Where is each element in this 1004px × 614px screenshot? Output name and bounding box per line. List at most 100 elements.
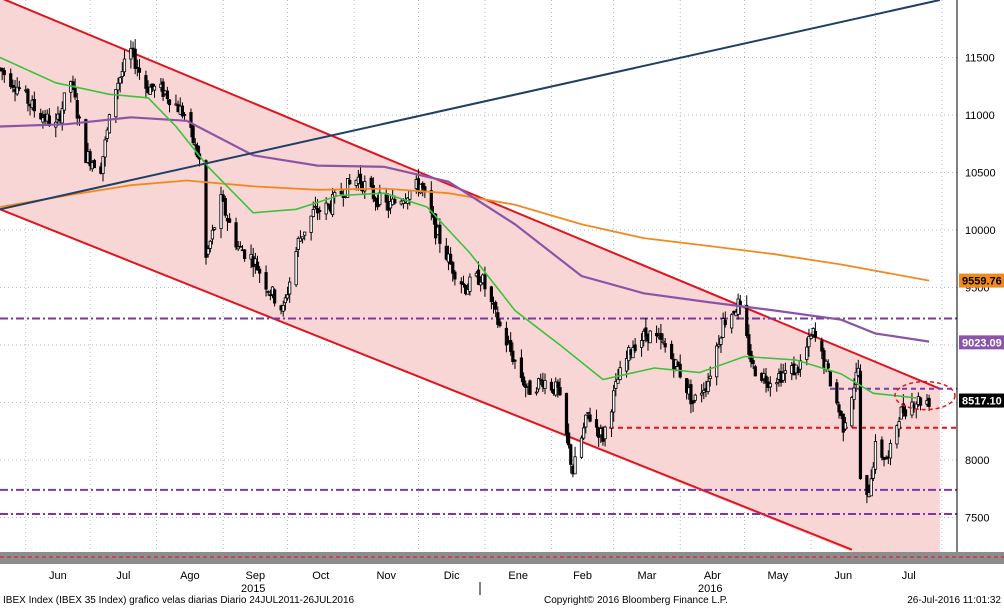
candle-232 bbox=[693, 393, 697, 403]
candle-147 bbox=[438, 218, 442, 253]
candle-body-290 bbox=[869, 478, 873, 497]
candle-body-272 bbox=[813, 330, 817, 338]
candle-body-92 bbox=[273, 289, 277, 304]
candle-120 bbox=[358, 164, 363, 191]
candle-body-230 bbox=[689, 384, 693, 405]
candle-body-189 bbox=[567, 432, 571, 446]
candle-body-94 bbox=[281, 304, 285, 312]
candle-body-278 bbox=[835, 382, 839, 404]
candle-9 bbox=[26, 88, 30, 112]
candle-body-257 bbox=[768, 383, 772, 388]
candle-body-25 bbox=[73, 87, 77, 98]
candle-182 bbox=[543, 373, 547, 395]
candle-body-127 bbox=[378, 192, 382, 205]
candle-22 bbox=[62, 92, 66, 114]
candle-98 bbox=[294, 247, 298, 288]
candle-body-148 bbox=[444, 245, 448, 260]
candle-37 bbox=[107, 113, 112, 134]
candle-body-109 bbox=[326, 203, 330, 206]
candle-body-186 bbox=[556, 381, 560, 388]
candle-body-251 bbox=[751, 359, 755, 365]
candle-body-221 bbox=[661, 340, 665, 343]
candle-body-291 bbox=[871, 466, 875, 479]
candle-255 bbox=[764, 367, 768, 393]
candle-body-50 bbox=[148, 86, 152, 95]
candle-body-63 bbox=[189, 112, 193, 128]
candle-27 bbox=[77, 114, 81, 126]
candle-body-220 bbox=[659, 333, 663, 340]
candle-299 bbox=[897, 417, 901, 438]
x-tick-label-7: Ene bbox=[508, 570, 528, 582]
candle-99 bbox=[296, 236, 300, 258]
candle-body-238 bbox=[715, 345, 719, 378]
candle-body-3 bbox=[9, 73, 13, 87]
candle-body-74 bbox=[221, 194, 225, 202]
candle-body-56 bbox=[165, 90, 169, 99]
candle-64 bbox=[191, 124, 195, 145]
candle-165 bbox=[494, 300, 498, 318]
candle-body-101 bbox=[300, 236, 305, 240]
candle-body-268 bbox=[805, 346, 809, 360]
x-year-label-1: 2016 bbox=[698, 583, 722, 595]
candle-79 bbox=[236, 241, 240, 252]
candle-body-287 bbox=[858, 370, 863, 480]
candle-body-192 bbox=[573, 456, 577, 475]
candle-body-207 bbox=[618, 367, 622, 381]
candle-41 bbox=[120, 62, 124, 84]
candle-body-171 bbox=[511, 350, 515, 363]
price-tag-0 bbox=[959, 273, 1004, 288]
candle-230 bbox=[689, 379, 693, 414]
candle-44 bbox=[131, 41, 135, 58]
candle-body-71 bbox=[210, 229, 215, 240]
candle-28 bbox=[84, 118, 88, 164]
candle-body-45 bbox=[133, 48, 137, 69]
candle-258 bbox=[775, 377, 779, 392]
candle-body-28 bbox=[84, 119, 88, 164]
x-axis-area bbox=[0, 564, 1004, 595]
candle-95 bbox=[283, 294, 287, 311]
y-tick-label-8: 7500 bbox=[965, 513, 989, 525]
candle-73 bbox=[219, 186, 223, 239]
candle-220 bbox=[659, 323, 663, 350]
candle-140 bbox=[418, 183, 423, 195]
candle-body-44 bbox=[131, 47, 135, 50]
candle-150 bbox=[449, 247, 453, 265]
candle-203 bbox=[609, 409, 614, 438]
candle-body-77 bbox=[227, 218, 232, 223]
candle-204 bbox=[612, 384, 616, 422]
candle-78 bbox=[234, 217, 238, 251]
candle-32 bbox=[92, 158, 97, 169]
candle-body-2 bbox=[2, 70, 6, 76]
candle-body-211 bbox=[631, 347, 635, 359]
candle-body-223 bbox=[670, 343, 674, 360]
candle-186 bbox=[556, 379, 560, 398]
candle-body-80 bbox=[238, 245, 242, 248]
candle-body-174 bbox=[521, 376, 526, 386]
candle-54 bbox=[161, 78, 165, 101]
x-tick-label-12: Jun bbox=[834, 570, 852, 582]
candle-159 bbox=[476, 261, 481, 286]
candle-body-21 bbox=[60, 108, 64, 124]
candle-283 bbox=[850, 395, 854, 428]
candle-body-124 bbox=[371, 185, 375, 200]
candle-body-41 bbox=[120, 71, 124, 77]
candle-body-243 bbox=[730, 314, 734, 329]
candle-68 bbox=[204, 159, 208, 265]
candle-body-188 bbox=[564, 392, 569, 435]
candle-117 bbox=[348, 173, 352, 185]
candle-292 bbox=[873, 434, 878, 474]
candle-288 bbox=[865, 475, 869, 504]
candle-2 bbox=[2, 67, 6, 83]
candle-26 bbox=[75, 93, 79, 126]
candle-body-202 bbox=[603, 426, 607, 440]
candle-61 bbox=[180, 102, 184, 119]
candle-body-292 bbox=[873, 441, 878, 470]
candle-body-309 bbox=[927, 397, 931, 407]
candle-234 bbox=[702, 382, 706, 400]
candle-217 bbox=[648, 329, 652, 344]
candle-40 bbox=[118, 76, 122, 93]
candle-100 bbox=[298, 230, 303, 242]
candle-body-160 bbox=[479, 281, 483, 286]
candle-108 bbox=[324, 197, 328, 221]
candle-body-168 bbox=[504, 327, 508, 346]
